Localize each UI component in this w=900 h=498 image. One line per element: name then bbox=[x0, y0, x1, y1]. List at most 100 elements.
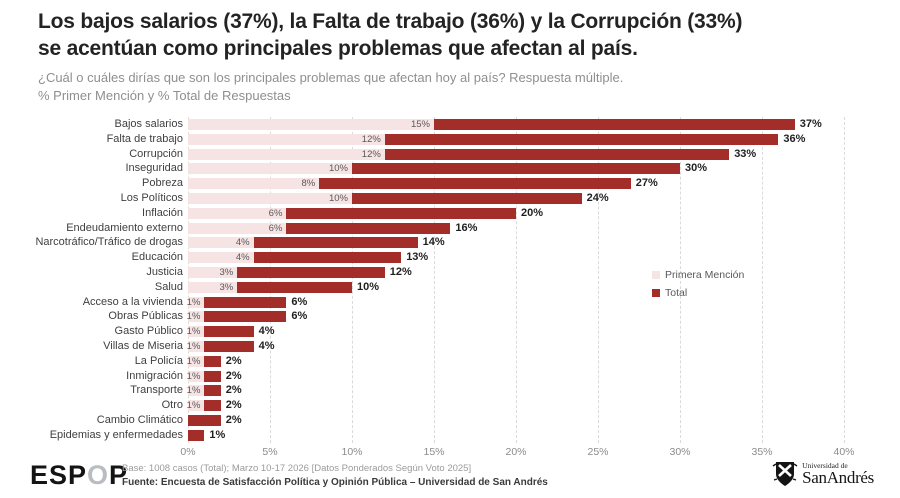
legend-label: Primera Mención bbox=[665, 268, 745, 281]
pm-value-label: 12% bbox=[361, 133, 381, 145]
pm-value-label: 4% bbox=[235, 237, 250, 249]
category-label: Cambio Climático bbox=[96, 414, 183, 426]
chart-row: Salud 3% 10% bbox=[0, 280, 900, 295]
pm-value-label: 1% bbox=[186, 311, 201, 323]
total-value-label: 16% bbox=[455, 221, 478, 234]
total-bar bbox=[319, 178, 631, 190]
total-value-label: 4% bbox=[258, 340, 275, 352]
total-value-label: 2% bbox=[225, 369, 242, 382]
source-note: Base: 1008 casos (Total); Marzo 10-17 20… bbox=[122, 463, 548, 489]
pm-value-label: 1% bbox=[186, 296, 201, 308]
base-note: Base: 1008 casos (Total); Marzo 10-17 20… bbox=[122, 463, 472, 474]
total-value-label: 30% bbox=[685, 162, 708, 175]
legend-label: Total bbox=[665, 286, 688, 299]
pm-value-label: 1% bbox=[186, 370, 201, 382]
title-line-1: Los bajos salarios (37%), la Falta de tr… bbox=[38, 10, 743, 33]
pm-value-label: 3% bbox=[219, 267, 234, 278]
total-bar bbox=[204, 385, 221, 397]
total-value-label: 2% bbox=[225, 414, 242, 426]
total-value-label: 37% bbox=[799, 118, 822, 130]
primera-mencion-bar bbox=[188, 207, 287, 219]
total-bar bbox=[237, 267, 385, 278]
pm-value-label: 1% bbox=[186, 355, 201, 367]
total-value-label: 2% bbox=[225, 354, 242, 367]
pm-value-label: 10% bbox=[328, 163, 348, 175]
primera-mencion-bar bbox=[188, 281, 238, 293]
pm-value-label: 3% bbox=[219, 281, 234, 293]
category-label: Bajos salarios bbox=[114, 118, 183, 130]
pm-value-label: 8% bbox=[301, 178, 316, 190]
total-bar bbox=[384, 148, 730, 160]
category-label: La Policía bbox=[134, 354, 183, 367]
total-value-label: 20% bbox=[521, 206, 544, 219]
chart-row: Inflación 6% 20% bbox=[0, 206, 900, 221]
total-bar bbox=[352, 163, 680, 175]
primera-mencion-bar bbox=[188, 119, 434, 130]
gridline bbox=[188, 117, 189, 443]
chart-row: Inmigración 1% 2% bbox=[0, 369, 900, 384]
total-bar bbox=[204, 400, 221, 412]
x-axis-tick: 20% bbox=[505, 446, 527, 458]
chart-legend: Primera Mención Total bbox=[652, 267, 744, 303]
total-value-label: 33% bbox=[734, 147, 757, 160]
category-label: Gasto Público bbox=[114, 325, 183, 338]
san-andres-crest-icon bbox=[772, 462, 798, 486]
category-label: Inseguridad bbox=[125, 162, 184, 175]
espop-logo-text: P bbox=[109, 460, 129, 490]
primera-mencion-bar bbox=[188, 193, 352, 204]
primera-mencion-bar bbox=[188, 148, 385, 160]
chart-row: Obras Públicas 1% 6% bbox=[0, 309, 900, 324]
gridline bbox=[598, 117, 599, 443]
primera-mencion-bar bbox=[188, 133, 385, 145]
primera-mencion-bar bbox=[188, 237, 254, 249]
footer: ESPOP Base: 1008 casos (Total); Marzo 10… bbox=[0, 458, 900, 494]
total-value-label: 4% bbox=[258, 325, 275, 338]
chart-subtitle: ¿Cuál o cuáles dirías que son los princi… bbox=[38, 69, 870, 105]
chart-row: Endeudamiento externo 6% 16% bbox=[0, 221, 900, 236]
primera-mencion-bar bbox=[188, 178, 320, 190]
legend-item-total: Total bbox=[652, 285, 744, 300]
total-bar bbox=[286, 222, 451, 234]
gridline bbox=[434, 117, 435, 443]
total-value-label: 24% bbox=[586, 192, 609, 204]
total-bar bbox=[237, 281, 352, 293]
category-label: Inflación bbox=[142, 206, 183, 219]
gridline bbox=[270, 117, 271, 443]
fuente-note: Fuente: Encuesta de Satisfacción Polític… bbox=[122, 477, 548, 488]
primera-mencion-bar bbox=[188, 355, 205, 367]
pm-value-label: 4% bbox=[235, 252, 250, 264]
chart-row: Epidemias y enfermedades 1% bbox=[0, 428, 900, 443]
total-bar bbox=[434, 119, 795, 130]
chart-row: Pobreza 8% 27% bbox=[0, 176, 900, 191]
total-swatch-icon bbox=[652, 288, 660, 297]
primera-mencion-bar bbox=[188, 326, 205, 338]
pm-value-label: 6% bbox=[268, 222, 283, 234]
total-value-label: 6% bbox=[291, 295, 308, 308]
gridline bbox=[844, 117, 845, 443]
gridline bbox=[516, 117, 517, 443]
pm-value-label: 10% bbox=[328, 193, 348, 204]
category-label: Educación bbox=[131, 251, 183, 264]
primera-mencion-bar bbox=[188, 385, 205, 397]
total-value-label: 2% bbox=[225, 399, 242, 412]
x-axis: 0% 5% 10% 15% 20% 25% 30% 35% 40% bbox=[0, 443, 900, 461]
legend-item-primera-mencion: Primera Mención bbox=[652, 267, 744, 282]
category-label: Transporte bbox=[130, 384, 183, 397]
x-axis-tick: 15% bbox=[423, 446, 445, 458]
espop-logo-text: ESP bbox=[30, 460, 88, 490]
primera-mencion-bar bbox=[188, 163, 352, 175]
subtitle-line-1: ¿Cuál o cuáles dirías que son los princi… bbox=[38, 70, 624, 85]
x-axis-tick: 10% bbox=[341, 446, 363, 458]
total-bar bbox=[384, 133, 779, 145]
bar-chart: Bajos salarios 15% 37% Falta de trabajo 12% 3… bbox=[0, 117, 900, 461]
chart-row: La Policía 1% 2% bbox=[0, 354, 900, 369]
chart-row: Cambio Climático 2% bbox=[0, 413, 900, 428]
category-label: Epidemias y enfermedades bbox=[49, 428, 183, 441]
chart-row: Transporte 1% 2% bbox=[0, 383, 900, 398]
x-axis-tick: 25% bbox=[587, 446, 609, 458]
university-name-small: Universidad de bbox=[802, 461, 848, 470]
total-bar bbox=[352, 193, 582, 204]
chart-row: Corrupción 12% 33% bbox=[0, 147, 900, 162]
total-bar bbox=[204, 311, 287, 323]
category-label: Los Políticos bbox=[120, 192, 183, 204]
